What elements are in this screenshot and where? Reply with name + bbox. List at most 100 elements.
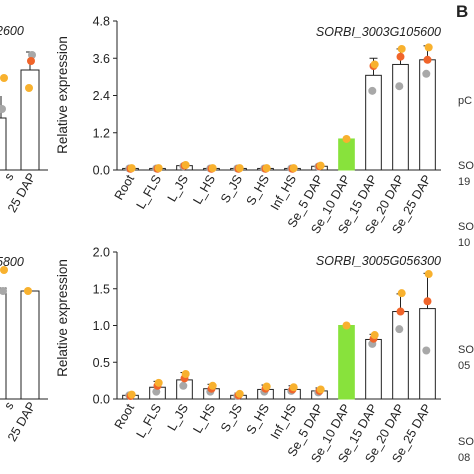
y-tick-label: 0.0 bbox=[93, 393, 110, 407]
replicate-dot bbox=[262, 382, 271, 391]
right-fragment: 08 bbox=[458, 452, 470, 464]
replicate-dot bbox=[316, 385, 325, 394]
replicate-dot bbox=[289, 383, 298, 392]
y-tick-label: 2.0 bbox=[93, 246, 110, 260]
replicate-dot bbox=[423, 55, 432, 64]
category-label: L_HS bbox=[190, 402, 218, 436]
replicate-dot bbox=[396, 307, 405, 316]
left-bottom-axis: s 25 DAP bbox=[0, 266, 48, 444]
chart2-y-axis-label: Relative expression bbox=[55, 259, 70, 377]
bar bbox=[365, 338, 382, 400]
replicate-dot bbox=[342, 321, 351, 330]
bar bbox=[392, 311, 409, 400]
replicate-dot bbox=[181, 161, 190, 170]
right-fragment: SO bbox=[458, 221, 474, 233]
left-bottom-dot bbox=[0, 266, 8, 274]
y-tick-label: 0.5 bbox=[93, 356, 110, 370]
category-label: L_JS bbox=[165, 173, 191, 205]
right-fragment: 19 bbox=[458, 176, 470, 188]
replicate-dot bbox=[396, 52, 405, 61]
category-label: S_HS bbox=[244, 402, 272, 437]
left-top-dot bbox=[25, 84, 33, 92]
replicate-dot bbox=[127, 164, 136, 173]
left-top-cat-fragment: s bbox=[1, 171, 16, 183]
right-fragment: SO bbox=[458, 160, 474, 172]
chart1-y-ticks: 0.0 1.2 2.4 3.6 4.8 bbox=[93, 15, 441, 178]
chart2-title: SORBI_3005G056300 bbox=[316, 254, 441, 268]
replicate-dot bbox=[397, 44, 406, 53]
replicate-dot bbox=[422, 346, 431, 355]
chart2-marks bbox=[122, 270, 436, 401]
chart1-title: SORBI_3003G105600 bbox=[316, 25, 441, 39]
bar bbox=[392, 63, 409, 171]
panel-letter-b: B bbox=[456, 2, 468, 21]
replicate-dot bbox=[424, 43, 433, 52]
left-top-dot bbox=[0, 105, 6, 113]
replicate-dot bbox=[316, 161, 325, 170]
replicate-dot bbox=[154, 378, 163, 387]
y-tick-label: 1.2 bbox=[93, 126, 110, 140]
left-top-dot bbox=[28, 51, 36, 59]
y-tick-label: 1.0 bbox=[93, 319, 110, 333]
replicate-dot bbox=[208, 164, 217, 173]
left-top-dot bbox=[0, 74, 8, 82]
replicate-dot bbox=[179, 381, 188, 390]
y-tick-label: 2.4 bbox=[93, 89, 110, 103]
replicate-dot bbox=[235, 164, 244, 173]
left-cropped-panel: 2600 s 25 DAP 5800 s 25 DAP bbox=[0, 24, 48, 444]
left-top-bar-a bbox=[0, 117, 7, 171]
category-label: Root bbox=[112, 401, 138, 431]
replicate-dot bbox=[262, 164, 271, 173]
y-tick-label: 0.0 bbox=[93, 164, 110, 178]
category-label: L_FLS bbox=[134, 402, 165, 441]
category-label: L_JS bbox=[165, 402, 191, 434]
bar-highlight bbox=[338, 138, 355, 171]
y-tick-label: 3.6 bbox=[93, 52, 110, 66]
chart1-marks bbox=[122, 43, 436, 173]
replicate-dot bbox=[208, 381, 217, 390]
replicate-dot bbox=[181, 370, 190, 379]
right-fragment: SO bbox=[458, 344, 474, 356]
replicate-dot bbox=[395, 82, 404, 91]
replicate-dot bbox=[370, 331, 379, 340]
right-cropped-panel: B pC SO 19 SO 10 SO 05 SO 08 bbox=[456, 2, 474, 464]
replicate-dot bbox=[235, 389, 244, 398]
replicate-dot bbox=[423, 297, 432, 306]
category-label: Root bbox=[112, 172, 138, 202]
left-bottom-title-fragment: 5800 bbox=[0, 255, 24, 269]
left-bottom-cat-fragment: s bbox=[1, 400, 16, 412]
left-bottom-dot bbox=[24, 287, 32, 295]
category-label: L_FLS bbox=[134, 173, 165, 212]
left-bottom-bar-a bbox=[0, 287, 7, 400]
replicate-dot bbox=[370, 60, 379, 69]
replicate-dot bbox=[127, 390, 136, 399]
chart2-y-ticks: 0.0 0.5 1.0 1.5 2.0 bbox=[93, 246, 441, 407]
replicate-dot bbox=[342, 134, 351, 143]
y-tick-label: 4.8 bbox=[93, 15, 110, 29]
replicate-dot bbox=[397, 289, 406, 298]
left-bottom-bar-b bbox=[20, 290, 40, 400]
category-label: S_HS bbox=[244, 173, 272, 208]
right-fragment: 10 bbox=[458, 237, 470, 249]
category-label: L_HS bbox=[190, 173, 218, 207]
replicate-dot bbox=[395, 325, 404, 334]
replicate-dot bbox=[154, 164, 163, 173]
left-top-title-fragment: 2600 bbox=[0, 24, 24, 38]
right-fragment: 05 bbox=[458, 360, 470, 372]
left-bottom-dot bbox=[0, 287, 7, 295]
replicate-dot bbox=[368, 86, 377, 95]
category-label: S_JS bbox=[218, 402, 245, 435]
replicate-dot bbox=[424, 270, 433, 279]
chart-sorbi-3003g105600: Relative expression SORBI_3003G105600 0.… bbox=[55, 15, 441, 237]
replicate-dot bbox=[422, 69, 431, 78]
right-fragment: SO bbox=[458, 436, 474, 448]
left-top-axis: s 25 DAP bbox=[0, 51, 48, 215]
bar-highlight bbox=[338, 325, 355, 400]
left-top-dot bbox=[27, 57, 35, 65]
y-tick-label: 1.5 bbox=[93, 282, 110, 296]
category-label: S_JS bbox=[218, 173, 245, 206]
chart-sorbi-3005g056300: Relative expression SORBI_3005G056300 0.… bbox=[55, 246, 441, 466]
